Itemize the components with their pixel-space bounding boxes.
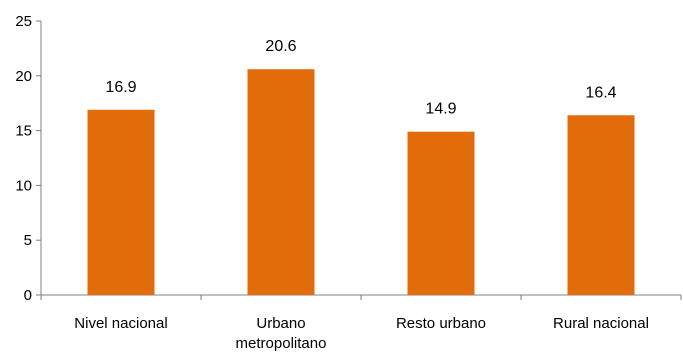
chart-labels: 16.9 Nivel nacional 20.6 Urbano metropolitan… (74, 38, 649, 352)
category-label: Rural nacional (553, 315, 649, 332)
y-tick-label: 15 (15, 123, 32, 140)
y-tick-label: 25 (15, 13, 32, 30)
category-label: Urbano (256, 315, 305, 332)
bar (567, 115, 635, 295)
y-tick-label: 10 (15, 177, 32, 194)
y-tick-label: 5 (24, 232, 32, 249)
chart-bars (87, 69, 635, 295)
bar (247, 69, 315, 295)
y-tick-label: 0 (24, 287, 32, 304)
category-label: metropolitano (236, 335, 327, 352)
data-label: 16.4 (585, 84, 616, 101)
data-label: 14.9 (425, 101, 456, 118)
bar (87, 109, 155, 295)
bar (407, 131, 475, 295)
data-label: 20.6 (265, 38, 296, 55)
category-label: Resto urbano (396, 315, 486, 332)
data-label: 16.9 (105, 79, 136, 96)
category-label: Nivel nacional (74, 315, 167, 332)
y-tick-label: 20 (15, 68, 32, 85)
